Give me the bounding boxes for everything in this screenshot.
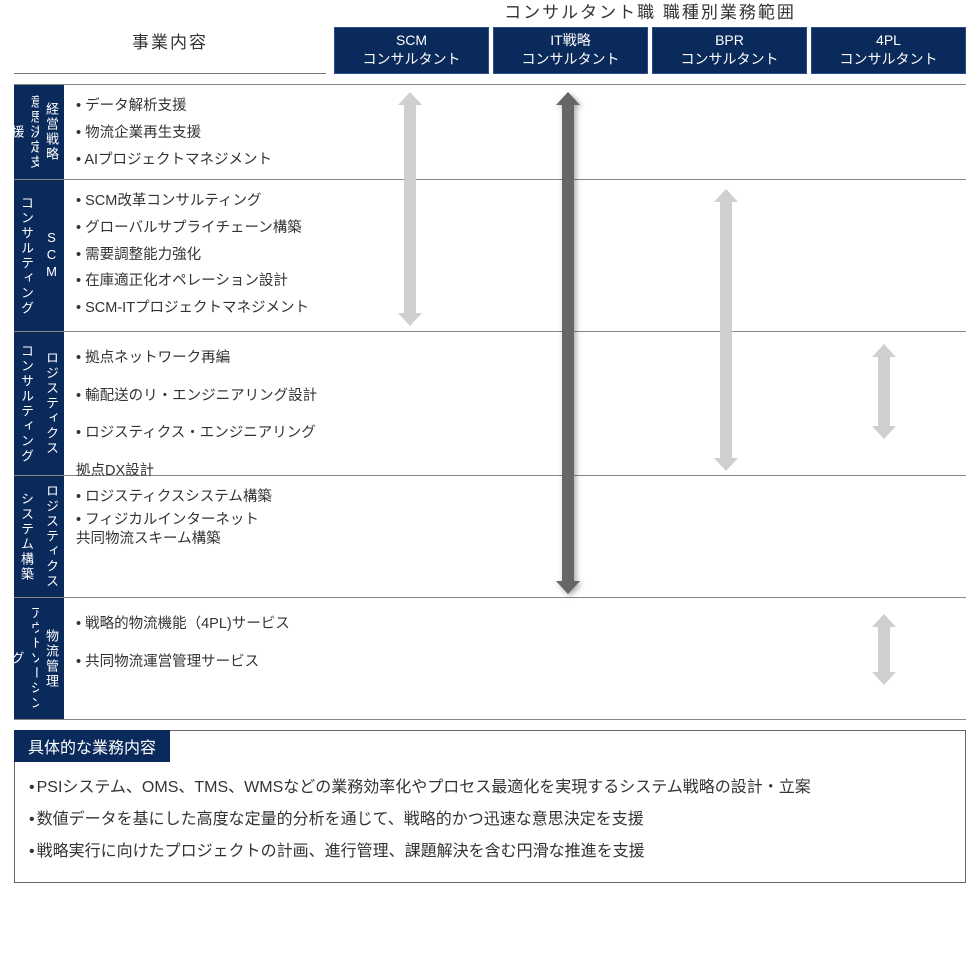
row-outer-label: コンサルティング: [14, 180, 39, 331]
row-outer-label: システム構築: [14, 476, 39, 597]
row-item: SCM-ITプロジェクトマネジメント: [76, 295, 326, 322]
matrix-row: コンサルティングロジスティクス拠点ネットワーク再編輸配送のリ・エンジニアリング設…: [14, 332, 966, 476]
col-hdr-line2: コンサルタント: [840, 51, 938, 67]
arrow-zone: [332, 598, 966, 719]
row-inner-label: SCM: [39, 180, 64, 331]
arrow-zone: [332, 180, 966, 331]
row-item: 物流企業再生支援: [76, 120, 326, 147]
row-item: フィジカルインターネット共同物流スキーム構築: [76, 511, 326, 549]
row-item: グローバルサプライチェーン構築: [76, 215, 326, 242]
row-category-tabs: システム構築ロジスティクス: [14, 476, 64, 597]
details-item: 戦略実行に向けたプロジェクトの計画、進行管理、課題解決を含む円滑な推進を支援: [29, 836, 951, 868]
row-items: SCM改革コンサルティンググローバルサプライチェーン構築需要調整能力強化在庫適正…: [64, 180, 332, 331]
row-item: ロジスティクスシステム構築: [76, 484, 326, 511]
row-items: ロジスティクスシステム構築フィジカルインターネット共同物流スキーム構築: [64, 476, 332, 597]
matrix-row: 意思決定支援経営戦略データ解析支援物流企業再生支援AIプロジェクトマネジメント: [14, 84, 966, 180]
row-outer-label: アウトソーシング: [14, 598, 39, 719]
column-headers: SCM コンサルタント IT戦略 コンサルタント BPR コンサルタント 4PL…: [334, 27, 966, 74]
header-right-title: コンサルタント職 職種別業務範囲: [334, 0, 966, 27]
matrix-row: システム構築ロジスティクスロジスティクスシステム構築フィジカルインターネット共同…: [14, 476, 966, 598]
header-left-title: 事業内容: [14, 28, 326, 74]
row-item: 輸配送のリ・エンジニアリング設計: [76, 378, 326, 416]
row-inner-label: ロジスティクス: [39, 332, 64, 475]
row-items: データ解析支援物流企業再生支援AIプロジェクトマネジメント: [64, 85, 332, 179]
arrow-zone: [332, 476, 966, 597]
row-item: 拠点ネットワーク再編: [76, 340, 326, 378]
col-hdr-line1: IT戦略: [550, 32, 590, 48]
details-item: PSIシステム、OMS、TMS、WMSなどの業務効率化やプロセス最適化を実現する…: [29, 772, 951, 804]
diagram-container: 事業内容 コンサルタント職 職種別業務範囲 SCM コンサルタント IT戦略 コ…: [14, 10, 966, 883]
arrow-zone: [332, 332, 966, 475]
row-category-tabs: アウトソーシング物流管理: [14, 598, 64, 719]
details-title: 具体的な業務内容: [14, 730, 170, 762]
row-outer-label: コンサルティング: [14, 332, 39, 475]
row-item: 需要調整能力強化: [76, 242, 326, 269]
col-hdr-bpr: BPR コンサルタント: [652, 27, 807, 74]
header-right: コンサルタント職 職種別業務範囲 SCM コンサルタント IT戦略 コンサルタン…: [334, 0, 966, 74]
row-inner-label: 経営戦略: [39, 85, 64, 179]
row-items: 拠点ネットワーク再編輸配送のリ・エンジニアリング設計ロジスティクス・エンジニアリ…: [64, 332, 332, 475]
details-item: 数値データを基にした高度な定量的分析を通じて、戦略的かつ迅速な意思決定を支援: [29, 804, 951, 836]
row-category-tabs: コンサルティングロジスティクス: [14, 332, 64, 475]
col-hdr-line1: BPR: [715, 32, 744, 48]
rows-region: 意思決定支援経営戦略データ解析支援物流企業再生支援AIプロジェクトマネジメントコ…: [14, 84, 966, 720]
row-inner-label: ロジスティクス: [39, 476, 64, 597]
matrix-row: アウトソーシング物流管理戦略的物流機能（4PL)サービス共同物流運営管理サービス: [14, 598, 966, 720]
row-items: 戦略的物流機能（4PL)サービス共同物流運営管理サービス: [64, 598, 332, 719]
col-hdr-line2: コンサルタント: [522, 51, 620, 67]
row-item: データ解析支援: [76, 93, 326, 120]
matrix-row: コンサルティングSCMSCM改革コンサルティンググローバルサプライチェーン構築需…: [14, 180, 966, 332]
header-row: 事業内容 コンサルタント職 職種別業務範囲 SCM コンサルタント IT戦略 コ…: [14, 10, 966, 74]
row-item: 共同物流運営管理サービス: [76, 644, 326, 682]
details-list: PSIシステム、OMS、TMS、WMSなどの業務効率化やプロセス最適化を実現する…: [15, 762, 965, 882]
details-box: 具体的な業務内容 PSIシステム、OMS、TMS、WMSなどの業務効率化やプロセ…: [14, 730, 966, 883]
row-category-tabs: コンサルティングSCM: [14, 180, 64, 331]
col-hdr-line1: 4PL: [876, 32, 901, 48]
row-outer-label: 意思決定支援: [14, 85, 39, 179]
arrow-zone: [332, 85, 966, 179]
row-item: 戦略的物流機能（4PL)サービス: [76, 606, 326, 644]
row-item: 在庫適正化オペレーション設計: [76, 268, 326, 295]
col-hdr-it: IT戦略 コンサルタント: [493, 27, 648, 74]
col-hdr-line1: SCM: [396, 32, 427, 48]
col-hdr-4pl: 4PL コンサルタント: [811, 27, 966, 74]
row-inner-label: 物流管理: [39, 598, 64, 719]
row-item: AIプロジェクトマネジメント: [76, 147, 326, 174]
col-hdr-line2: コンサルタント: [681, 51, 779, 67]
row-category-tabs: 意思決定支援経営戦略: [14, 85, 64, 179]
col-hdr-scm: SCM コンサルタント: [334, 27, 489, 74]
col-hdr-line2: コンサルタント: [363, 51, 461, 67]
row-item: SCM改革コンサルティング: [76, 188, 326, 215]
